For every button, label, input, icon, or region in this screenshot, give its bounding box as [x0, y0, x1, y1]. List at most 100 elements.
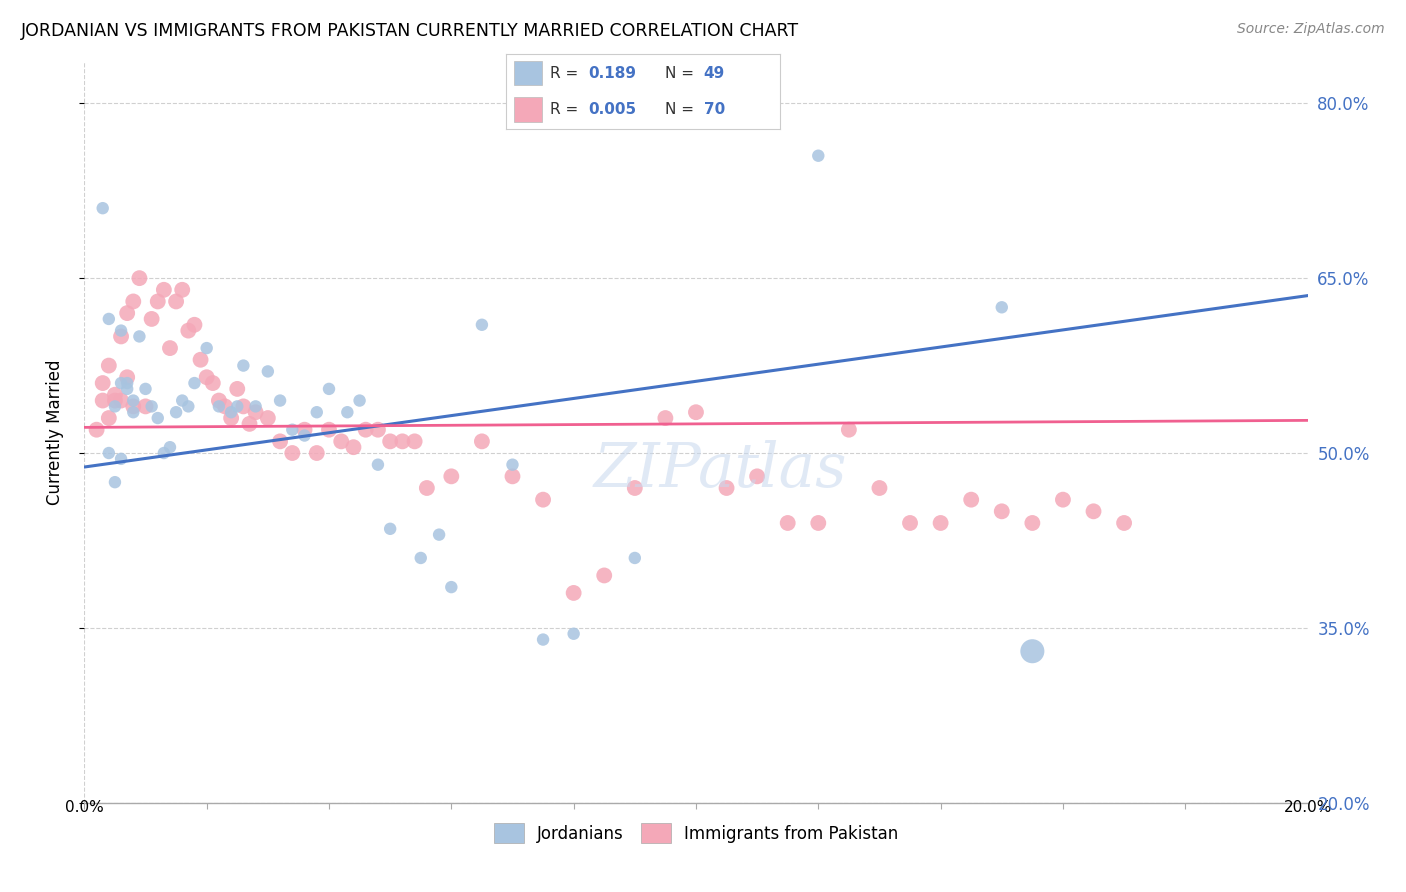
Point [141, 312, 163, 326]
Text: 0.005: 0.005 [588, 102, 637, 117]
Point [110, 329, 132, 343]
Point [838, 423, 860, 437]
Point [305, 446, 328, 460]
Point [165, 405, 187, 419]
Point [281, 423, 304, 437]
Point [318, 382, 340, 396]
Point [654, 411, 676, 425]
Point [269, 434, 291, 449]
Point [153, 446, 176, 460]
Point [104, 388, 127, 402]
Point [159, 440, 181, 454]
Point [502, 469, 524, 483]
Point [1021, 644, 1043, 658]
Text: 49: 49 [703, 66, 725, 81]
Point [531, 632, 554, 647]
Point [104, 393, 127, 408]
Point [367, 423, 389, 437]
Text: 0.189: 0.189 [588, 66, 637, 81]
Point [172, 283, 194, 297]
Point [929, 516, 952, 530]
Point [502, 458, 524, 472]
Point [562, 586, 585, 600]
Point [135, 400, 157, 414]
Text: R =: R = [550, 102, 583, 117]
Point [208, 393, 231, 408]
Text: 70: 70 [703, 102, 725, 117]
Legend: Jordanians, Immigrants from Pakistan: Jordanians, Immigrants from Pakistan [486, 816, 905, 850]
Point [128, 271, 150, 285]
Text: N =: N = [665, 66, 699, 81]
Point [219, 405, 242, 419]
Point [349, 393, 371, 408]
Point [238, 417, 260, 431]
Point [97, 411, 120, 425]
Text: 0.0%: 0.0% [65, 800, 104, 815]
Point [91, 201, 114, 215]
Point [104, 475, 127, 490]
Point [115, 382, 138, 396]
Point [898, 516, 921, 530]
Bar [515, 62, 541, 86]
Point [115, 370, 138, 384]
Text: JORDANIAN VS IMMIGRANTS FROM PAKISTAN CURRENTLY MARRIED CORRELATION CHART: JORDANIAN VS IMMIGRANTS FROM PAKISTAN CU… [21, 22, 799, 40]
Point [146, 294, 169, 309]
Point [245, 400, 267, 414]
Point [141, 400, 163, 414]
Point [269, 393, 291, 408]
Point [104, 400, 127, 414]
Point [960, 492, 983, 507]
Point [1083, 504, 1105, 518]
Point [294, 423, 316, 437]
Point [232, 400, 254, 414]
Point [115, 306, 138, 320]
Point [869, 481, 891, 495]
Point [110, 324, 132, 338]
Point [716, 481, 738, 495]
Point [86, 423, 108, 437]
Point [471, 434, 494, 449]
Point [257, 411, 280, 425]
Point [776, 516, 799, 530]
Point [747, 469, 769, 483]
Point [1021, 516, 1043, 530]
Point [97, 446, 120, 460]
Text: R =: R = [550, 66, 583, 81]
Point [991, 300, 1014, 314]
Point [177, 324, 200, 338]
Point [624, 551, 647, 566]
Point [183, 376, 205, 390]
Point [624, 481, 647, 495]
Point [115, 376, 138, 390]
Point [195, 370, 218, 384]
Bar [515, 97, 541, 122]
Point [201, 376, 224, 390]
Point [531, 492, 554, 507]
Point [190, 352, 212, 367]
Point [122, 405, 145, 419]
Point [122, 294, 145, 309]
Point [91, 393, 114, 408]
Point [409, 551, 432, 566]
Point [330, 434, 353, 449]
Point [232, 359, 254, 373]
Point [807, 149, 830, 163]
Point [172, 393, 194, 408]
Point [165, 294, 187, 309]
Point [354, 423, 377, 437]
Text: Source: ZipAtlas.com: Source: ZipAtlas.com [1237, 22, 1385, 37]
Point [281, 446, 304, 460]
Text: ZIPatlas: ZIPatlas [593, 440, 848, 500]
Point [440, 469, 463, 483]
Y-axis label: Currently Married: Currently Married [45, 359, 63, 506]
Point [807, 516, 830, 530]
Point [97, 359, 120, 373]
Point [122, 393, 145, 408]
Point [135, 382, 157, 396]
Point [1052, 492, 1074, 507]
Point [380, 522, 402, 536]
Point [97, 312, 120, 326]
Point [219, 411, 242, 425]
Point [471, 318, 494, 332]
Text: N =: N = [665, 102, 699, 117]
